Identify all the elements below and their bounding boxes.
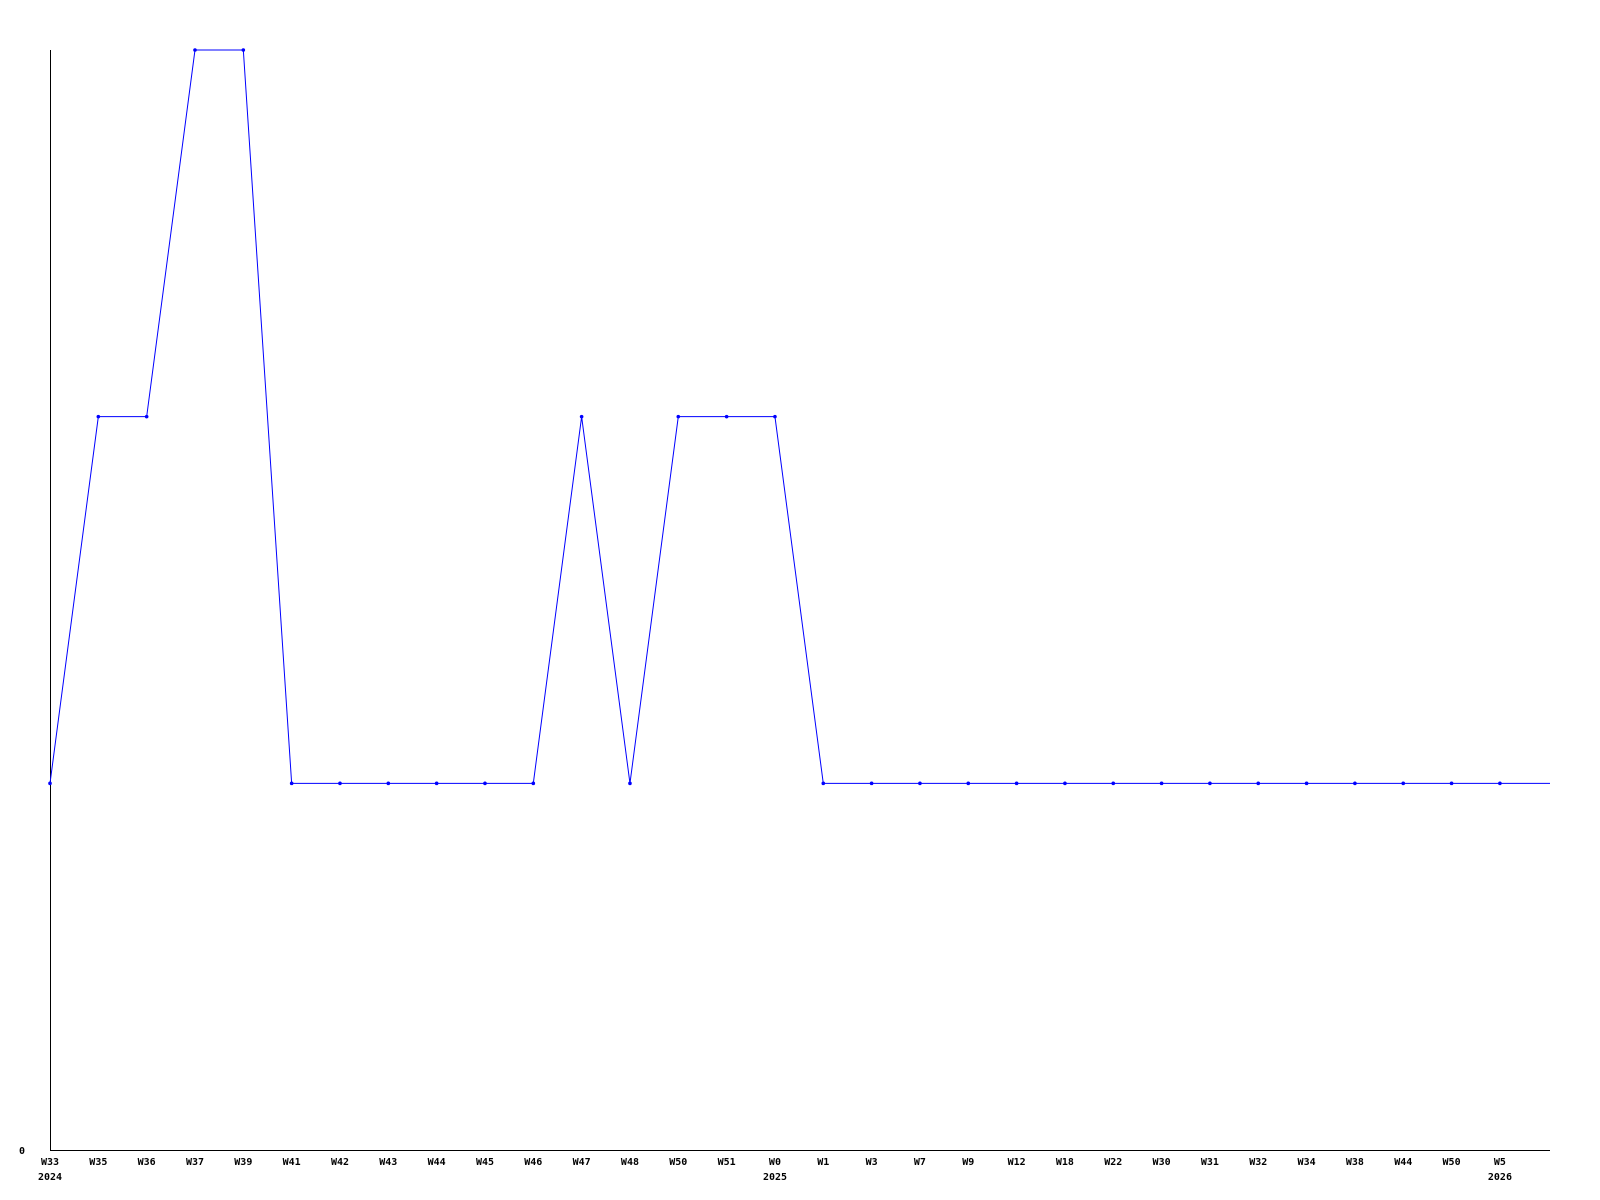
data-point-28 — [1401, 781, 1406, 786]
series-line — [49, 49, 1550, 784]
x-year-label-30: 2026 — [1488, 1172, 1512, 1183]
data-point-17 — [869, 781, 874, 786]
data-point-1 — [96, 414, 101, 419]
x-tick-label-3: W37 — [186, 1157, 204, 1168]
data-point-30 — [1498, 781, 1502, 786]
data-point-25 — [1256, 781, 1261, 786]
data-point-16 — [821, 781, 826, 786]
x-tick-label-10: W46 — [524, 1157, 542, 1168]
data-point-14 — [724, 414, 729, 419]
data-point-11 — [579, 414, 584, 419]
x-tick-label-25: W32 — [1249, 1157, 1267, 1168]
data-point-3 — [193, 48, 197, 52]
x-tick-label-18: W7 — [914, 1157, 926, 1168]
data-point-5 — [289, 781, 294, 786]
data-point-9 — [483, 781, 487, 786]
x-tick-label-8: W44 — [428, 1157, 446, 1168]
x-tick-label-19: W9 — [962, 1157, 974, 1168]
data-point-27 — [1353, 781, 1357, 786]
x-tick-label-30: W5 — [1494, 1157, 1506, 1168]
data-point-4 — [241, 48, 246, 52]
data-point-10 — [531, 781, 536, 786]
x-tick-label-17: W3 — [866, 1157, 878, 1168]
x-tick-label-15: W0 — [769, 1157, 781, 1168]
x-tick-label-5: W41 — [283, 1157, 301, 1168]
x-tick-label-1: W35 — [89, 1157, 107, 1168]
data-point-2 — [144, 414, 149, 419]
x-tick-label-2: W36 — [138, 1157, 156, 1168]
data-point-26 — [1304, 781, 1309, 786]
data-point-7 — [386, 781, 391, 786]
x-tick-label-9: W45 — [476, 1157, 494, 1168]
data-point-8 — [434, 781, 439, 786]
x-tick-label-26: W34 — [1298, 1157, 1316, 1168]
data-point-23 — [1159, 781, 1164, 786]
x-tick-label-27: W38 — [1346, 1157, 1364, 1168]
x-tick-label-21: W18 — [1056, 1157, 1074, 1168]
data-point-24 — [1208, 781, 1212, 786]
x-year-label-0: 2024 — [38, 1172, 62, 1183]
data-point-0 — [48, 781, 52, 786]
x-tick-label-23: W30 — [1153, 1157, 1171, 1168]
data-point-20 — [1014, 781, 1019, 786]
data-point-22 — [1111, 781, 1116, 786]
x-tick-label-0: W33 — [41, 1157, 59, 1168]
x-tick-label-14: W51 — [718, 1157, 736, 1168]
y-tick-label-0: 0 — [19, 1146, 25, 1157]
data-point-13 — [676, 414, 681, 419]
data-point-18 — [918, 781, 922, 786]
x-tick-label-11: W47 — [573, 1157, 591, 1168]
x-tick-label-7: W43 — [379, 1157, 397, 1168]
data-point-15 — [773, 414, 777, 419]
data-point-12 — [628, 781, 632, 786]
x-tick-label-20: W12 — [1008, 1157, 1026, 1168]
x-tick-label-16: W1 — [817, 1157, 829, 1168]
x-year-label-15: 2025 — [763, 1172, 787, 1183]
x-tick-label-6: W42 — [331, 1157, 349, 1168]
x-tick-label-22: W22 — [1104, 1157, 1122, 1168]
data-point-19 — [966, 781, 971, 786]
x-tick-label-29: W50 — [1443, 1157, 1461, 1168]
x-tick-label-12: W48 — [621, 1157, 639, 1168]
x-tick-label-28: W44 — [1394, 1157, 1412, 1168]
data-point-21 — [1063, 781, 1067, 786]
x-tick-label-24: W31 — [1201, 1157, 1219, 1168]
data-point-6 — [338, 781, 342, 786]
x-tick-label-4: W39 — [234, 1157, 252, 1168]
x-tick-label-13: W50 — [669, 1157, 687, 1168]
data-point-29 — [1449, 781, 1454, 786]
